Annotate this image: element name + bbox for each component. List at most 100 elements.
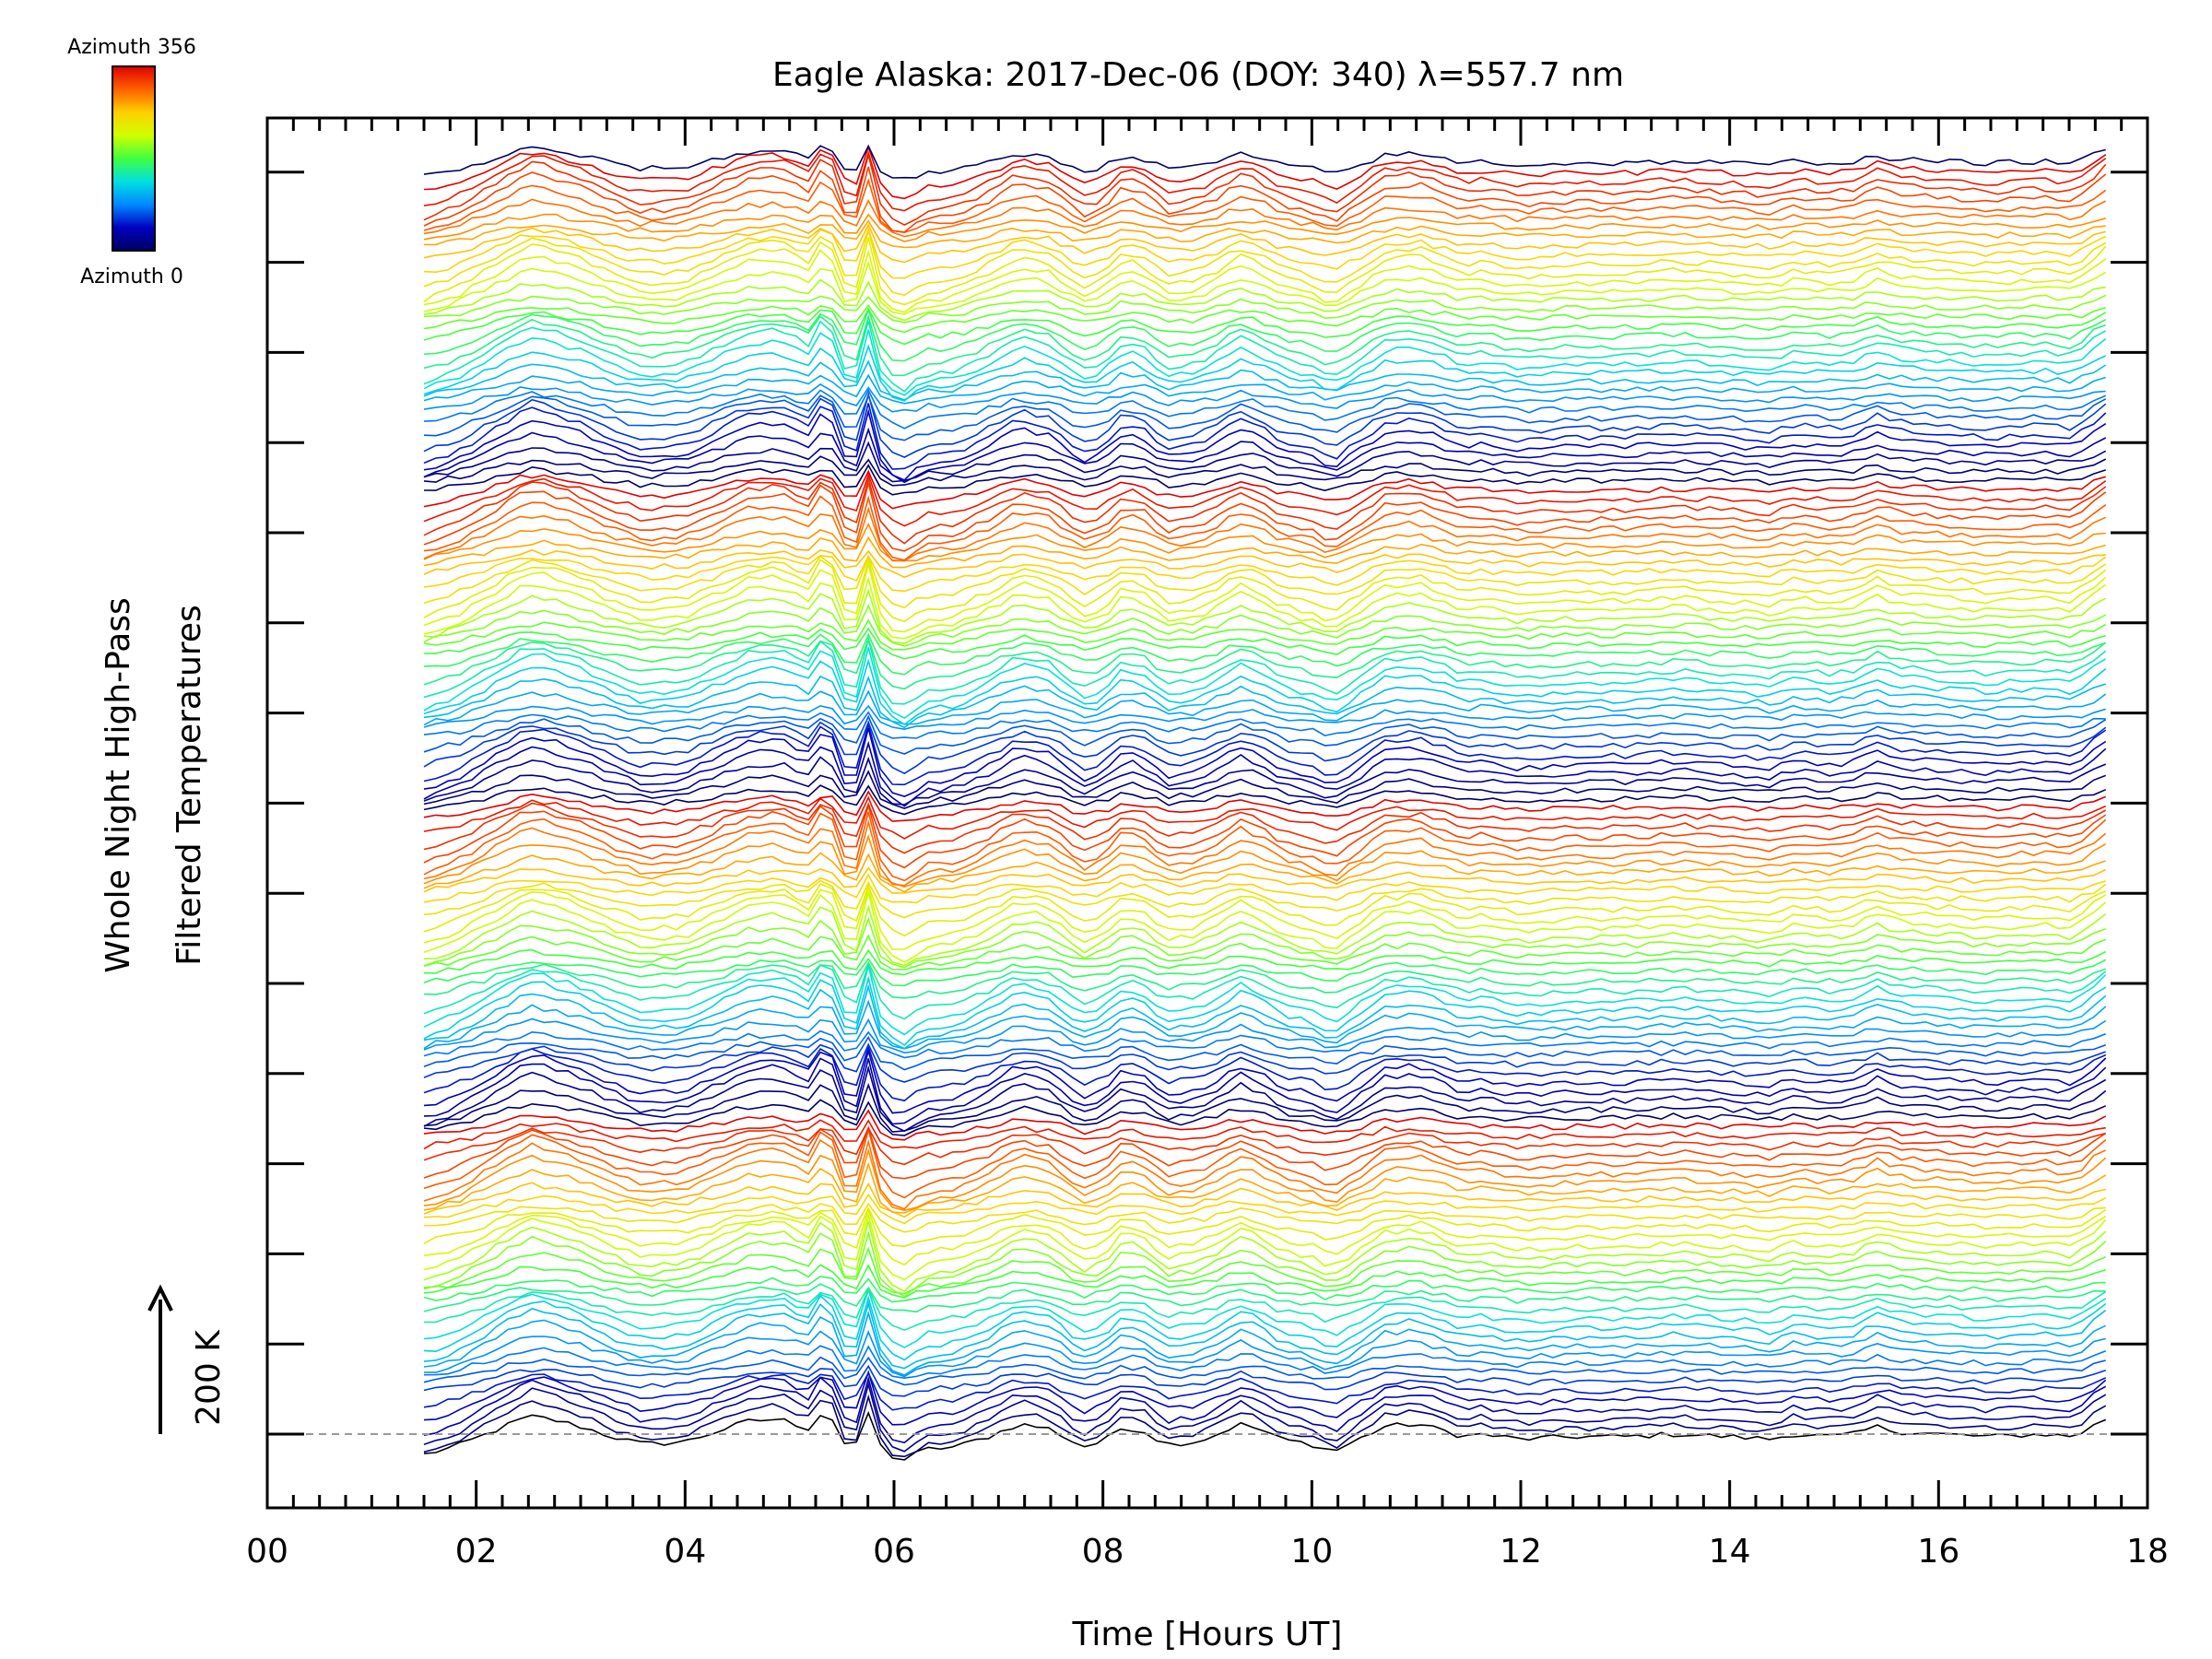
x-tick-label: 06 <box>873 1533 915 1571</box>
x-tick-labels: 00 02 04 06 08 10 12 14 16 18 <box>246 1533 2169 1571</box>
series-line <box>423 883 2107 937</box>
series-line <box>423 506 2107 562</box>
series-line <box>423 1330 2106 1378</box>
series-line <box>423 1288 2107 1348</box>
series-line <box>423 469 2106 510</box>
series-line <box>423 961 2107 1020</box>
series-line <box>423 1294 2107 1361</box>
series-line <box>423 689 2107 726</box>
series-line <box>423 1119 2106 1150</box>
series-line <box>423 632 2106 676</box>
series-line <box>423 564 2107 633</box>
series-line <box>423 714 2107 755</box>
series-line <box>423 278 2106 322</box>
series-line <box>423 408 2107 481</box>
series-line <box>423 756 2107 806</box>
x-tick-label: 18 <box>2126 1533 2169 1571</box>
series-line <box>423 1042 2106 1083</box>
series-line <box>423 166 2107 233</box>
series-line <box>423 373 2106 405</box>
series-line <box>423 1345 2106 1380</box>
series-line <box>423 382 2106 413</box>
series-line <box>423 249 2107 313</box>
series-line <box>423 393 2107 441</box>
series-line <box>423 885 2107 950</box>
chart-title: Eagle Alaska: 2017-Dec-06 (DOY: 340) λ=5… <box>772 56 1624 94</box>
series-line <box>423 1246 2107 1295</box>
series-line <box>423 727 2107 797</box>
series-line <box>423 639 2107 705</box>
series-line <box>423 149 2107 212</box>
series-line <box>423 198 2107 238</box>
colorbar: Azimuth 356 Azimuth 0 <box>67 36 196 288</box>
series-line <box>423 303 2106 334</box>
series-line <box>423 675 2106 729</box>
series-line <box>423 294 2107 324</box>
series-line <box>423 1230 2107 1298</box>
colorbar-top-label: Azimuth 356 <box>67 36 196 59</box>
series-line <box>423 1206 2107 1248</box>
series-line <box>423 1410 2107 1461</box>
x-tick-label: 12 <box>1500 1533 1542 1571</box>
series-line <box>423 803 2107 869</box>
series-line <box>423 391 2107 458</box>
series-line <box>423 891 2107 964</box>
series-line <box>423 948 2107 976</box>
series-line <box>423 359 2107 401</box>
series-line <box>423 636 2107 690</box>
y-axis-label-line2: Filtered Temperatures <box>171 605 208 966</box>
series-line <box>423 455 2107 487</box>
series-line <box>423 604 2107 647</box>
series-line <box>423 721 2107 786</box>
x-tick-label: 00 <box>246 1533 288 1571</box>
series-line <box>423 1182 2106 1218</box>
series-line <box>423 647 2107 720</box>
series-line <box>424 1287 2107 1332</box>
series-line <box>423 1364 2106 1397</box>
series-line <box>423 879 2107 919</box>
series-line <box>423 1030 2106 1059</box>
series-line <box>423 228 2107 297</box>
y-axis-label-line1: Whole Night High-Pass <box>100 597 137 973</box>
series-line <box>423 1310 2107 1376</box>
series-line <box>423 802 2107 854</box>
series-line <box>423 1035 2106 1071</box>
series-line <box>423 866 2107 894</box>
series-line <box>423 472 2107 527</box>
series-line <box>423 1057 2107 1125</box>
x-tick-label: 08 <box>1082 1533 1124 1571</box>
series-line <box>423 227 2107 279</box>
series-line <box>423 403 2107 470</box>
scale-label: 200 K <box>190 1329 228 1426</box>
series-line <box>423 873 2106 904</box>
series-line <box>423 213 2106 242</box>
x-axis-label: Time [Hours UT] <box>1072 1616 1343 1653</box>
series-line <box>424 219 2106 249</box>
series-line <box>423 144 2107 200</box>
series-line <box>423 1207 2107 1266</box>
series-line <box>423 1193 2107 1225</box>
series-line <box>423 1138 2107 1210</box>
series-line <box>423 1264 2106 1299</box>
colorbar-bottom-label: Azimuth 0 <box>80 265 183 288</box>
colorbar-gradient <box>112 65 156 252</box>
series-line <box>423 983 2107 1050</box>
scale-arrow-head <box>147 1284 173 1312</box>
series-line <box>423 1394 2107 1458</box>
series-line <box>423 482 2107 552</box>
series-line <box>423 1065 2107 1133</box>
series-line <box>423 522 2106 562</box>
series-line <box>423 740 2107 807</box>
series-line <box>423 627 2106 660</box>
series-line <box>423 1161 2107 1214</box>
series-line <box>423 1382 2107 1453</box>
series-line <box>423 790 2107 822</box>
x-tick-label: 10 <box>1290 1533 1333 1571</box>
series-line <box>423 1202 2106 1233</box>
series-line <box>423 711 2106 739</box>
series-line <box>423 1109 2107 1141</box>
series-line <box>423 795 2107 840</box>
series-line <box>423 588 2107 644</box>
series-line <box>423 965 2107 1036</box>
